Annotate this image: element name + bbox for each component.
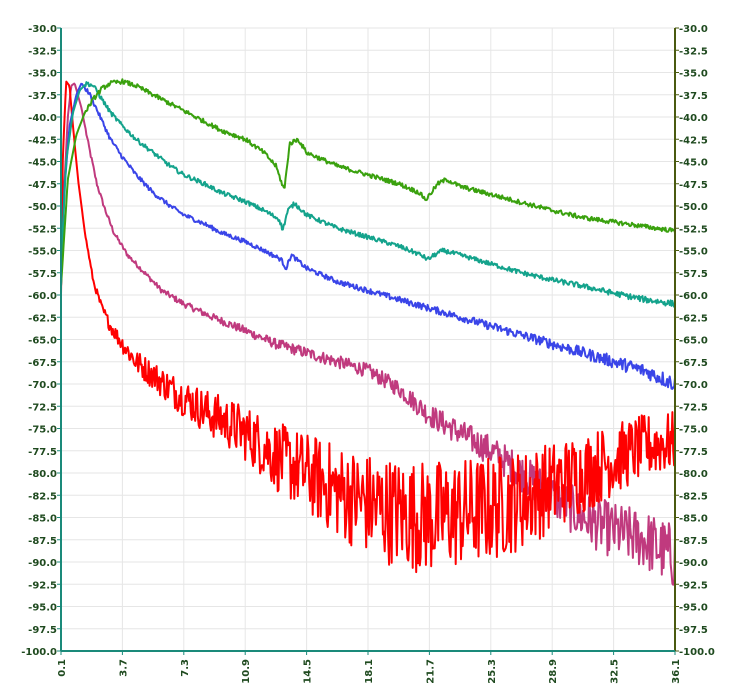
right-y-tick-label: -82.5: [679, 491, 708, 502]
x-tick-label: 18.1: [364, 659, 375, 684]
left-y-tick-label: -82.5: [28, 491, 57, 502]
right-y-tick-label: -52.5: [679, 224, 708, 235]
right-y-tick-label: -70.0: [679, 380, 708, 391]
series-line: [60, 78, 676, 288]
left-y-tick-label: -50.0: [28, 202, 57, 213]
right-y-tick-label: -77.5: [679, 447, 708, 458]
left-y-axis-tick-labels: -30.0 -32.5 -35.0 -37.5 -40.0 -42.5 -45.0 -47.5…: [21, 24, 57, 658]
left-y-tick-label: -95.0: [28, 603, 57, 614]
left-y-tick-label: -100.0: [21, 647, 57, 658]
x-tick-label: 7.3: [180, 659, 191, 677]
left-y-tick-label: -30.0: [28, 24, 57, 35]
right-y-tick-label: -72.5: [679, 402, 708, 413]
x-tick-label: 36.1: [671, 659, 682, 684]
x-tick-label: 25.3: [487, 659, 498, 684]
gridlines: [60, 27, 676, 652]
right-y-tick-label: -80.0: [679, 469, 708, 480]
series-line: [60, 81, 676, 308]
right-y-tick-label: -50.0: [679, 202, 708, 213]
right-y-tick-label: -45.0: [679, 158, 708, 169]
right-y-tick-label: -35.0: [679, 69, 708, 80]
left-y-tick-label: -80.0: [28, 469, 57, 480]
series-line: [60, 82, 676, 390]
left-y-tick-label: -97.5: [28, 625, 57, 636]
right-y-tick-label: -47.5: [679, 180, 708, 191]
right-y-tick-label: -87.5: [679, 536, 708, 547]
right-y-tick-label: -30.0: [679, 24, 708, 35]
right-y-tick-label: -92.5: [679, 580, 708, 591]
left-y-tick-label: -57.5: [28, 269, 57, 280]
axes: [57, 27, 679, 655]
left-y-tick-label: -75.0: [28, 425, 57, 436]
right-y-tick-label: -42.5: [679, 135, 708, 146]
left-y-tick-label: -55.0: [28, 247, 57, 258]
x-tick-label: 14.5: [303, 659, 314, 684]
left-y-tick-label: -90.0: [28, 558, 57, 569]
right-y-tick-label: -60.0: [679, 291, 708, 302]
right-y-tick-label: -55.0: [679, 247, 708, 258]
x-tick-label: 0.1: [57, 659, 68, 677]
right-y-tick-label: -37.5: [679, 91, 708, 102]
right-y-axis-tick-labels: -30.0 -32.5 -35.0 -37.5 -40.0 -42.5 -45.0 -47.5…: [679, 24, 715, 658]
left-y-tick-label: -72.5: [28, 402, 57, 413]
left-y-tick-label: -42.5: [28, 135, 57, 146]
x-tick-label: 28.9: [548, 659, 559, 684]
right-y-tick-label: -67.5: [679, 358, 708, 369]
right-y-tick-label: -57.5: [679, 269, 708, 280]
right-y-tick-label: -85.0: [679, 514, 708, 525]
right-y-tick-label: -62.5: [679, 313, 708, 324]
left-y-tick-label: -47.5: [28, 180, 57, 191]
left-y-tick-label: -32.5: [28, 46, 57, 57]
left-y-tick-label: -60.0: [28, 291, 57, 302]
left-y-tick-label: -62.5: [28, 313, 57, 324]
left-y-tick-label: -52.5: [28, 224, 57, 235]
left-y-tick-label: -77.5: [28, 447, 57, 458]
right-y-tick-label: -32.5: [679, 46, 708, 57]
series-line: [60, 80, 676, 574]
left-y-tick-label: -87.5: [28, 536, 57, 547]
x-tick-label: 32.5: [610, 659, 621, 684]
right-y-tick-label: -97.5: [679, 625, 708, 636]
left-y-tick-label: -65.0: [28, 336, 57, 347]
right-y-tick-label: -65.0: [679, 336, 708, 347]
left-y-tick-label: -37.5: [28, 91, 57, 102]
left-y-tick-label: -70.0: [28, 380, 57, 391]
right-y-tick-label: -75.0: [679, 425, 708, 436]
right-y-tick-label: -40.0: [679, 113, 708, 124]
x-axis-tick-labels: 0.1 3.7 7.3 10.9 14.5 18.1 21.7 25.3 28.9 32.5 36.…: [57, 659, 682, 684]
left-y-tick-label: -92.5: [28, 580, 57, 591]
x-tick-label: 3.7: [118, 659, 129, 677]
left-y-tick-label: -67.5: [28, 358, 57, 369]
right-y-tick-label: -100.0: [679, 647, 715, 658]
right-y-tick-label: -95.0: [679, 603, 708, 614]
right-y-tick-label: -90.0: [679, 558, 708, 569]
left-y-tick-label: -85.0: [28, 514, 57, 525]
left-y-tick-label: -40.0: [28, 113, 57, 124]
series-line: [60, 82, 676, 586]
left-y-tick-label: -35.0: [28, 69, 57, 80]
series-lines: [60, 78, 676, 586]
left-y-tick-label: -45.0: [28, 158, 57, 169]
x-tick-label: 21.7: [425, 659, 436, 684]
x-tick-label: 10.9: [241, 659, 252, 684]
